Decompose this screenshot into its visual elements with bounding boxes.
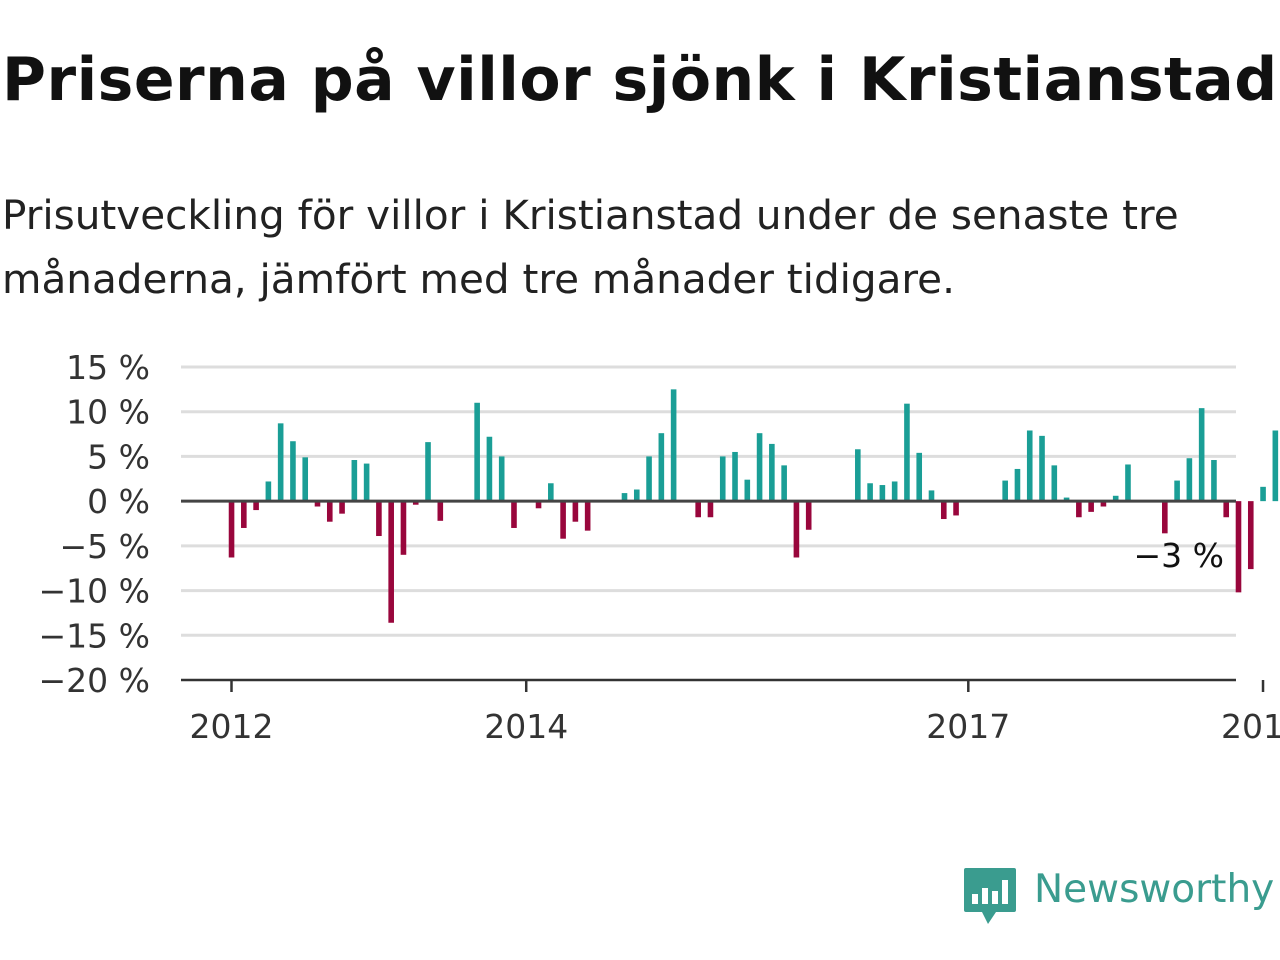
y-tick-label: −20 % — [39, 661, 151, 700]
bar — [1272, 430, 1279, 502]
bar — [511, 501, 517, 528]
bar — [1039, 435, 1045, 502]
bar — [314, 501, 321, 507]
x-tick-label: 2014 — [484, 707, 568, 746]
bar — [1223, 501, 1230, 518]
bar — [646, 456, 652, 502]
bar — [1100, 501, 1107, 507]
newsworthy-brand[interactable]: Newsworthy — [962, 860, 1275, 930]
bar — [769, 443, 775, 502]
bar — [940, 501, 947, 520]
bar — [437, 501, 444, 521]
bar — [916, 452, 923, 502]
y-tick-label: 15 % — [66, 348, 150, 387]
bar — [1247, 501, 1254, 570]
bar — [498, 456, 505, 502]
newsworthy-wordmark: Newsworthy — [1034, 867, 1275, 912]
bar — [474, 402, 480, 502]
annotations: −3 % — [1134, 536, 1225, 575]
chart-subtitle: Prisutveckling för villor i Kristianstad… — [2, 191, 1179, 303]
bar — [548, 483, 554, 502]
bar — [1235, 501, 1242, 593]
newsworthy-bar-chart-logo-icon — [964, 868, 1016, 924]
bar — [339, 501, 345, 514]
bar — [1186, 458, 1193, 502]
bar — [891, 481, 898, 502]
bar — [1125, 464, 1131, 502]
bar — [719, 456, 726, 502]
bar — [1002, 480, 1008, 502]
bar — [228, 501, 235, 558]
x-tick-label: 2012 — [190, 707, 274, 746]
bar — [1211, 460, 1217, 502]
bar — [1014, 468, 1021, 502]
bar — [928, 490, 935, 502]
bar — [953, 501, 959, 516]
bar — [388, 501, 394, 623]
bar — [732, 451, 738, 502]
y-tick-label: −5 % — [60, 527, 151, 566]
bar — [1063, 497, 1070, 502]
bar — [867, 483, 873, 502]
bar — [241, 501, 247, 528]
bar — [658, 433, 665, 502]
bar — [670, 389, 677, 502]
chart-title: Priserna på villor sjönk i Kristianstad — [2, 45, 1278, 115]
bar — [621, 493, 628, 502]
bar — [277, 423, 284, 502]
y-tick-label: 0 % — [87, 482, 150, 521]
bar — [253, 501, 259, 511]
bar — [904, 403, 910, 502]
bar — [1076, 501, 1082, 518]
bar — [781, 465, 787, 502]
bar — [707, 501, 714, 518]
bar — [326, 501, 333, 522]
bar — [793, 501, 800, 558]
bar — [425, 442, 431, 502]
bar — [695, 501, 701, 518]
bar — [805, 501, 812, 530]
axes — [181, 499, 1236, 682]
y-tick-label: −10 % — [39, 572, 151, 611]
bar — [744, 479, 751, 502]
bar — [560, 501, 566, 539]
gridlines — [181, 365, 1236, 637]
bar — [1051, 465, 1058, 502]
bar-chart: 15 % 10 % 5 % 0 % −5 % −10 % −15 % −20 % 2012 20… — [39, 348, 1280, 746]
x-tick-label: 2017 — [926, 707, 1010, 746]
y-tick-label: −15 % — [39, 616, 151, 655]
bar — [1162, 501, 1168, 534]
bar-series — [228, 389, 1279, 623]
bar — [363, 463, 370, 502]
y-tick-label: 10 % — [66, 393, 150, 432]
bar — [1174, 480, 1180, 502]
bar — [855, 449, 861, 502]
bar — [633, 489, 640, 502]
bar — [572, 501, 579, 522]
y-axis-tick-labels: 15 % 10 % 5 % 0 % −5 % −10 % −15 % −20 % — [39, 348, 151, 700]
bar — [584, 501, 591, 531]
bar — [1112, 495, 1119, 502]
bar — [1088, 501, 1094, 512]
bar — [376, 501, 382, 537]
x-tick-label: 2019 — [1221, 707, 1280, 746]
bar — [756, 433, 763, 502]
bar — [412, 501, 419, 505]
y-tick-label: 5 % — [87, 437, 150, 476]
bar — [1026, 430, 1033, 502]
bar — [290, 441, 296, 502]
last-value-label: −3 % — [1134, 536, 1225, 575]
bar — [1260, 486, 1266, 502]
bar — [302, 457, 309, 502]
bar — [879, 485, 886, 502]
bar — [486, 436, 493, 502]
bar — [351, 460, 358, 502]
bar — [265, 481, 272, 502]
x-axis-ticks: 201220142017201920222024 — [190, 680, 1280, 746]
bar — [1198, 408, 1205, 502]
bar — [400, 501, 407, 555]
bar — [535, 501, 542, 509]
